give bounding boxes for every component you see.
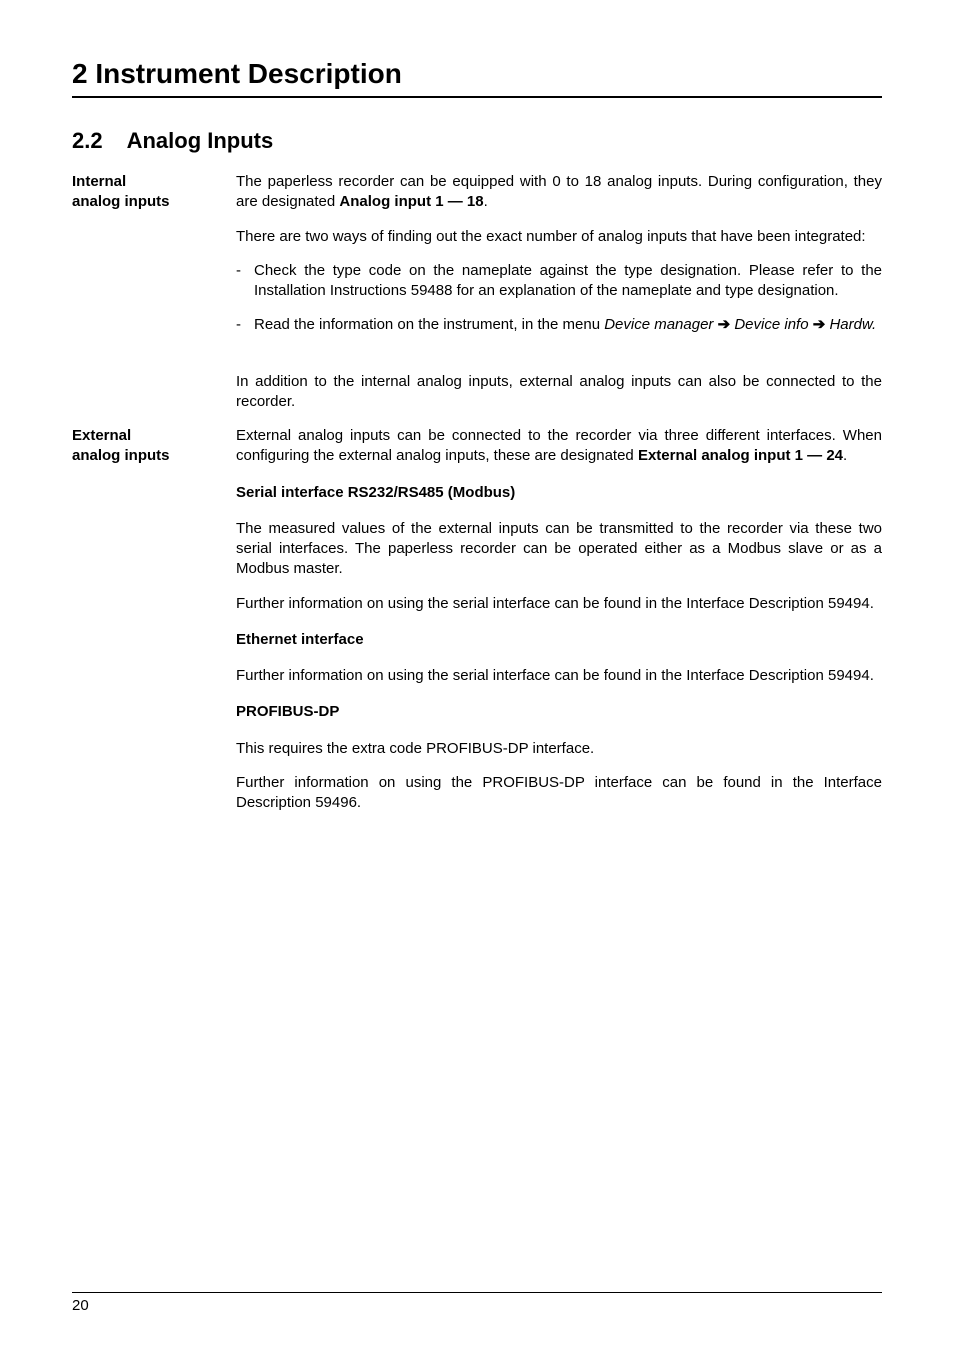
body-cell: External analog inputs can be connected … [236,426,882,467]
side-label-line: analog inputs [72,447,170,464]
text-run: Ethernet interface [236,631,364,648]
text-run: . [484,193,488,210]
chapter-title: 2 Instrument Description [72,58,882,98]
text-run: Hardw. [825,316,876,333]
content-row: -Check the type code on the nameplate ag… [72,261,882,312]
bullet-marker: - [236,315,254,335]
text-run: Further information on using the serial … [236,595,874,612]
text-run: PROFIBUS-DP [236,703,339,720]
bullet-item: -Check the type code on the nameplate ag… [236,261,882,302]
content-row: Further information on using the serial … [72,666,882,686]
bullet-text: Check the type code on the nameplate aga… [254,261,882,302]
content-row: Internal analog inputs The paperless recor… [72,172,882,213]
body-cell: The measured values of the external inpu… [236,519,882,580]
text-run: Serial interface RS232/RS485 (Modbus) [236,484,515,501]
bullet-marker: - [236,261,254,302]
text-run: This requires the extra code PROFIBUS-DP… [236,740,594,757]
body-cell: There are two ways of finding out the ex… [236,227,882,247]
sub-heading: PROFIBUS-DP [236,702,882,722]
text-run: ➔ [718,316,731,333]
body-cell: PROFIBUS-DP [236,700,882,732]
text-run: In addition to the internal analog input… [236,373,882,410]
content-row: Serial interface RS232/RS485 (Modbus) [72,481,882,513]
content-row: Ethernet interface [72,628,882,660]
sub-heading: Ethernet interface [236,630,882,650]
sub-heading: Serial interface RS232/RS485 (Modbus) [236,483,882,503]
text-run: Read the information on the instrument, … [254,316,604,333]
body-cell: Serial interface RS232/RS485 (Modbus) [236,481,882,513]
body-cell: This requires the extra code PROFIBUS-DP… [236,739,882,759]
text-run: Further information on using the PROFIBU… [236,774,882,811]
page-number: 20 [72,1292,882,1314]
content-row: Further information on using the serial … [72,594,882,614]
text-run: The paperless recorder can be equipped w… [236,173,882,210]
body-cell [236,350,882,368]
text-run: Analog input 1 — 18 [339,193,483,210]
text-run: There are two ways of finding out the ex… [236,228,866,245]
content-row: In addition to the internal analog input… [72,372,882,413]
body-cell: -Check the type code on the nameplate ag… [236,261,882,312]
bullet-item: -Read the information on the instrument,… [236,315,882,335]
text-run: Device manager [604,316,717,333]
side-label: Internal analog inputs [72,172,236,213]
section-title: Analog Inputs [127,128,274,153]
side-label-line: analog inputs [72,193,170,210]
bullet-text: Read the information on the instrument, … [254,315,882,335]
side-label-line: External [72,427,131,444]
body-cell: -Read the information on the instrument,… [236,315,882,345]
body-cell: The paperless recorder can be equipped w… [236,172,882,213]
text-run: . [843,447,847,464]
content-row [72,350,882,368]
content-row: PROFIBUS-DP [72,700,882,732]
content-row: -Read the information on the instrument,… [72,315,882,345]
body-cell: In addition to the internal analog input… [236,372,882,413]
text-run: Further information on using the serial … [236,667,874,684]
side-label: External analog inputs [72,426,236,467]
content-row: The measured values of the external inpu… [72,519,882,580]
content-area: Internal analog inputs The paperless recor… [72,172,882,813]
content-row: There are two ways of finding out the ex… [72,227,882,247]
text-run: External analog input 1 — 24 [638,447,843,464]
body-cell: Further information on using the PROFIBU… [236,773,882,814]
content-row: This requires the extra code PROFIBUS-DP… [72,739,882,759]
section-heading: 2.2 Analog Inputs [72,128,882,154]
content-row: Externalanalog inputsExternal analog inp… [72,426,882,467]
side-label-line: Internal [72,173,126,190]
section-number: 2.2 [72,128,103,154]
body-cell: Ethernet interface [236,628,882,660]
body-cell: Further information on using the serial … [236,666,882,686]
content-row: Further information on using the PROFIBU… [72,773,882,814]
text-run: Check the type code on the nameplate aga… [254,262,882,299]
body-cell: Further information on using the serial … [236,594,882,614]
text-run: The measured values of the external inpu… [236,520,882,578]
text-run: Device info [730,316,813,333]
text-run: ➔ [813,316,826,333]
